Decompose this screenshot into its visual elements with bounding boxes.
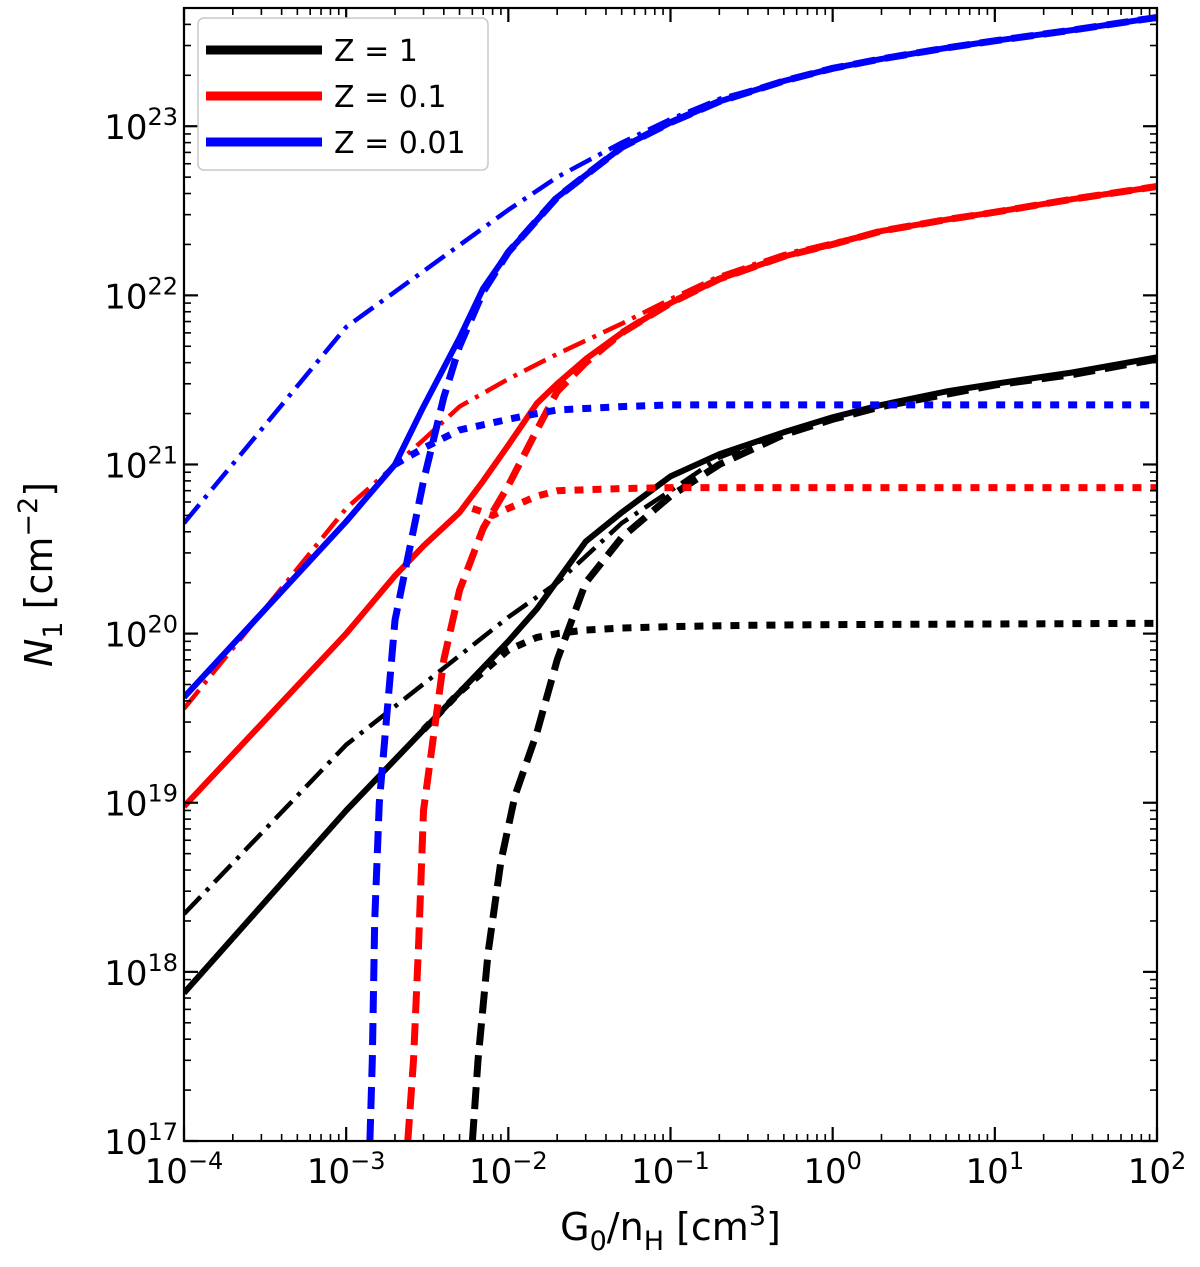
x-axis-title: G0/nH [cm3] bbox=[560, 1201, 781, 1257]
x-tick-label: 101 bbox=[966, 1147, 1025, 1192]
y-tick-label: 1019 bbox=[104, 780, 178, 825]
axes-frame bbox=[182, 6, 1159, 1143]
series-line-3-dotted bbox=[420, 619, 1157, 733]
y-tick-label: 1023 bbox=[104, 103, 178, 148]
x-tick-label: 10−3 bbox=[307, 1147, 386, 1192]
series-line-10-dashdot bbox=[184, 15, 1157, 525]
legend-label: Z = 0.01 bbox=[334, 126, 466, 161]
legend-label: Z = 1 bbox=[334, 34, 418, 69]
x-tick-label: 10−2 bbox=[469, 1147, 548, 1192]
series-line-0-solid bbox=[184, 354, 1157, 995]
series-layer bbox=[184, 13, 1157, 1141]
series-line-11-dotted bbox=[393, 401, 1157, 468]
y-axis-title: N1 [cm−2] bbox=[13, 482, 69, 667]
axis-labels: 10−4 10−3 10−2 10−1 100 101 102 1017 1018 1019 102… bbox=[13, 103, 1186, 1257]
y-tick-label: 1021 bbox=[104, 441, 178, 486]
y-tick-label: 1018 bbox=[104, 949, 178, 994]
x-tick-label: 10−4 bbox=[145, 1147, 224, 1192]
x-tick-label: 102 bbox=[1128, 1147, 1187, 1192]
y-tick-label: 1017 bbox=[104, 1118, 178, 1163]
y-tick-label: 1022 bbox=[104, 272, 178, 317]
legend: Z = 1 Z = 0.1 Z = 0.01 bbox=[197, 17, 489, 171]
series-line-1-dashed bbox=[468, 355, 1157, 1141]
series-line-2-dashdot bbox=[184, 355, 1157, 916]
x-tick-label: 10−1 bbox=[631, 1147, 710, 1192]
legend-box bbox=[197, 17, 489, 171]
y-tick-label: 1020 bbox=[104, 611, 178, 656]
series-line-9-dashed bbox=[366, 13, 1157, 1141]
legend-label: Z = 0.1 bbox=[334, 80, 446, 115]
series-line-6-dashdot bbox=[184, 184, 1157, 711]
x-tick-label: 100 bbox=[803, 1147, 862, 1192]
